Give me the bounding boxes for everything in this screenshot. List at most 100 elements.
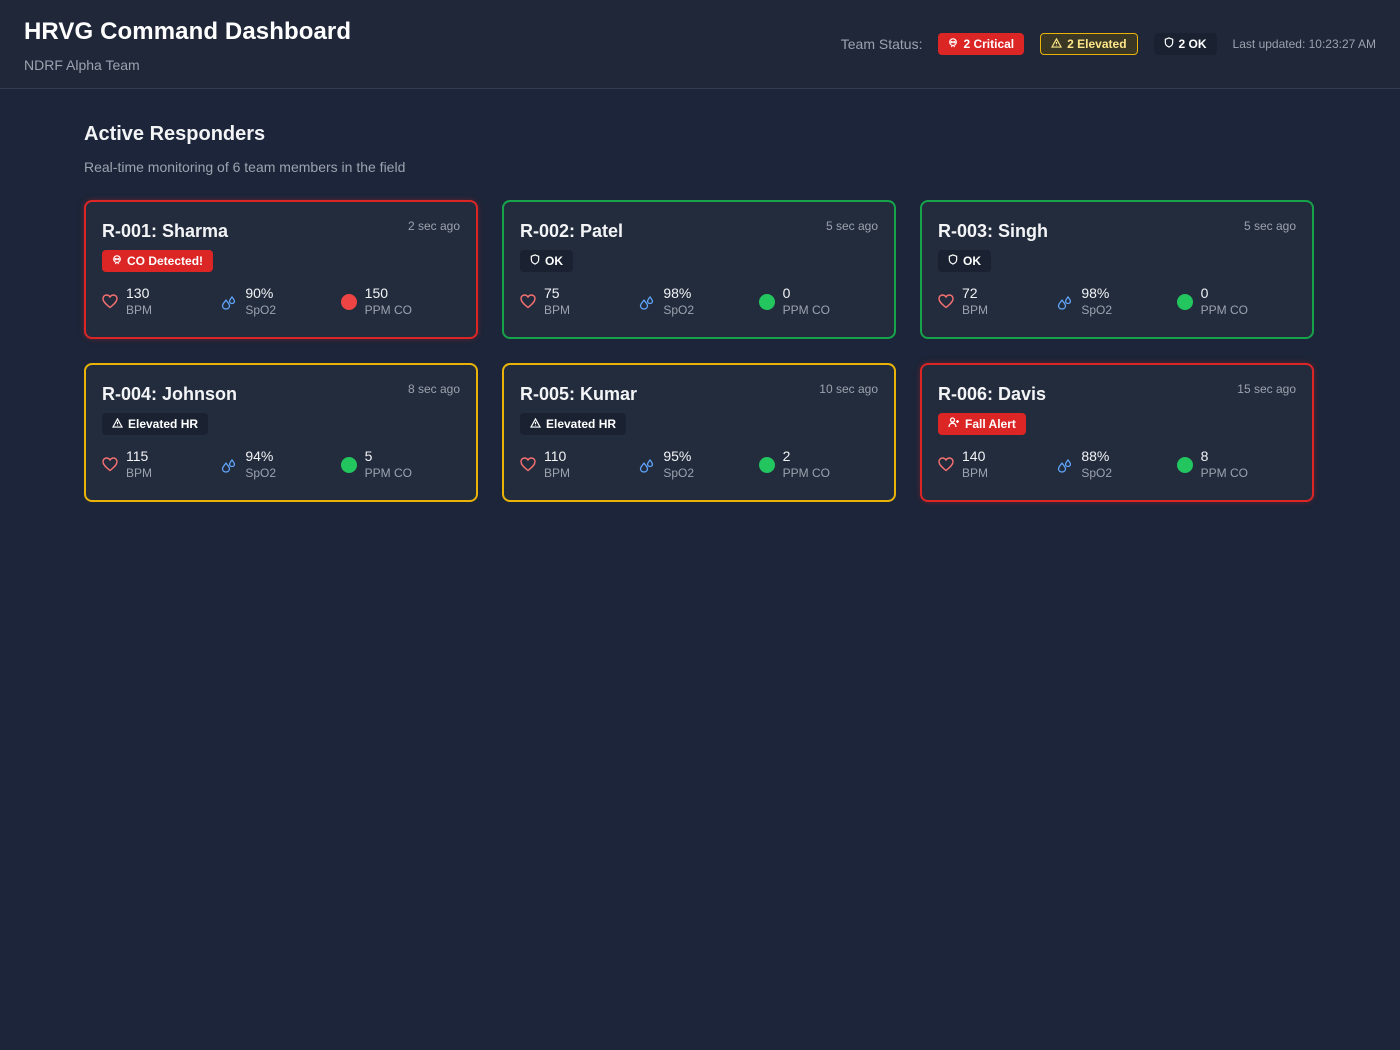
skull-icon xyxy=(948,37,958,51)
vitals-row: 140 BPM 88% SpO2 8 xyxy=(938,448,1296,481)
last-seen: 8 sec ago xyxy=(407,382,460,396)
co-level-dot xyxy=(340,293,365,310)
heart-icon xyxy=(938,457,962,472)
status-badge-label: OK xyxy=(963,254,981,268)
warning-icon xyxy=(529,417,542,431)
spo2-unit: SpO2 xyxy=(1081,466,1113,480)
spo2-unit: SpO2 xyxy=(245,303,277,317)
elevated-count-pill[interactable]: 2 Elevated xyxy=(1040,33,1138,55)
co-metric: 2 PPM CO xyxy=(758,448,878,481)
status-badge: OK xyxy=(938,250,991,272)
spo2-metric: 98% SpO2 xyxy=(1057,285,1176,318)
responder-card[interactable]: 8 sec ago R-004: Johnson Elevated HR 115… xyxy=(84,363,478,502)
title-block: HRVG Command Dashboard NDRF Alpha Team xyxy=(24,18,351,73)
spo2-unit: SpO2 xyxy=(245,466,277,480)
spo2-metric: 98% SpO2 xyxy=(639,285,758,318)
ok-count-pill[interactable]: 2 OK xyxy=(1153,33,1217,55)
last-seen: 2 sec ago xyxy=(407,219,460,233)
droplets-icon xyxy=(639,457,663,473)
droplets-icon xyxy=(1057,457,1081,473)
heart-rate-unit: BPM xyxy=(962,466,989,480)
critical-count-label: 2 Critical xyxy=(963,37,1015,51)
spo2-unit: SpO2 xyxy=(663,303,695,317)
heart-rate-metric: 72 BPM xyxy=(938,285,1057,318)
co-value: 150 xyxy=(364,285,389,301)
co-unit: PPM CO xyxy=(364,466,412,480)
responder-card[interactable]: 15 sec ago R-006: Davis Fall Alert 140 B… xyxy=(920,363,1314,502)
co-metric: 0 PPM CO xyxy=(758,285,878,318)
heart-rate-value: 72 xyxy=(962,285,978,301)
vitals-row: 72 BPM 98% SpO2 0 xyxy=(938,285,1296,318)
spo2-metric: 88% SpO2 xyxy=(1057,448,1176,481)
droplets-icon xyxy=(639,294,663,310)
shield-icon xyxy=(1164,37,1174,51)
droplets-icon xyxy=(221,457,245,473)
co-unit: PPM CO xyxy=(364,303,412,317)
responder-card[interactable]: 5 sec ago R-003: Singh OK 72 BPM xyxy=(920,200,1314,339)
spo2-value: 95% xyxy=(663,448,692,464)
heart-rate-value: 140 xyxy=(962,448,986,464)
co-value: 8 xyxy=(1200,448,1209,464)
responder-name: R-003: Singh xyxy=(938,221,1049,241)
shield-icon xyxy=(948,254,958,268)
last-seen: 10 sec ago xyxy=(819,382,878,396)
co-value: 0 xyxy=(782,285,791,301)
section-subtitle: Real-time monitoring of 6 team members i… xyxy=(84,159,406,175)
co-level-dot xyxy=(1176,456,1201,473)
app-title: HRVG Command Dashboard xyxy=(24,18,352,45)
responder-name: R-002: Patel xyxy=(520,221,624,241)
responder-card[interactable]: 10 sec ago R-005: Kumar Elevated HR 110 … xyxy=(502,363,896,502)
responder-grid: 2 sec ago R-001: Sharma CO Detected! 130… xyxy=(84,200,1316,502)
warning-icon xyxy=(1051,37,1063,51)
heart-rate-unit: BPM xyxy=(544,303,571,317)
droplets-icon xyxy=(221,294,245,310)
co-unit: PPM CO xyxy=(1200,466,1248,480)
responder-card[interactable]: 2 sec ago R-001: Sharma CO Detected! 130… xyxy=(84,200,478,339)
droplets-icon xyxy=(1057,294,1081,310)
heart-icon xyxy=(102,294,126,309)
heart-rate-value: 115 xyxy=(126,448,149,464)
last-updated: Last updated: 10:23:27 AM xyxy=(1232,37,1376,51)
status-badge-label: Fall Alert xyxy=(965,417,1016,431)
co-level-dot xyxy=(758,456,783,473)
spo2-metric: 90% SpO2 xyxy=(221,285,340,318)
co-unit: PPM CO xyxy=(782,466,830,480)
last-seen: 5 sec ago xyxy=(825,219,878,233)
co-value: 2 xyxy=(782,448,791,464)
co-metric: 150 PPM CO xyxy=(340,285,460,318)
co-unit: PPM CO xyxy=(1200,303,1248,317)
spo2-metric: 95% SpO2 xyxy=(639,448,758,481)
responder-name: R-004: Johnson xyxy=(102,384,238,404)
top-bar: HRVG Command Dashboard NDRF Alpha Team T… xyxy=(0,0,1400,89)
vitals-row: 130 BPM 90% SpO2 150 xyxy=(102,285,460,318)
status-badge: Elevated HR xyxy=(102,413,209,435)
heart-rate-unit: BPM xyxy=(544,466,571,480)
spo2-value: 88% xyxy=(1081,448,1110,464)
main-content: Active Responders Real-time monitoring o… xyxy=(0,89,1400,502)
heart-rate-metric: 115 BPM xyxy=(102,448,221,481)
co-metric: 8 PPM CO xyxy=(1176,448,1296,481)
ok-count-label: 2 OK xyxy=(1178,37,1207,51)
warning-icon xyxy=(111,417,124,431)
heart-rate-value: 130 xyxy=(126,285,150,301)
co-value: 0 xyxy=(1200,285,1209,301)
spo2-unit: SpO2 xyxy=(663,466,695,480)
critical-count-pill[interactable]: 2 Critical xyxy=(938,33,1025,55)
spo2-unit: SpO2 xyxy=(1081,303,1113,317)
responder-name: R-006: Davis xyxy=(938,384,1047,404)
spo2-value: 98% xyxy=(663,285,692,301)
status-badge-label: Elevated HR xyxy=(546,417,617,431)
spo2-value: 90% xyxy=(245,285,274,301)
heart-rate-unit: BPM xyxy=(126,466,153,480)
responder-card[interactable]: 5 sec ago R-002: Patel OK 75 BPM xyxy=(502,200,896,339)
heart-icon xyxy=(938,294,962,309)
heart-rate-metric: 75 BPM xyxy=(520,285,639,318)
co-metric: 0 PPM CO xyxy=(1176,285,1296,318)
co-level-dot xyxy=(758,293,783,310)
status-badge-label: OK xyxy=(545,254,563,268)
status-badge: Fall Alert xyxy=(938,413,1026,435)
spo2-value: 98% xyxy=(1081,285,1110,301)
co-value: 5 xyxy=(364,448,373,464)
responder-name: R-001: Sharma xyxy=(102,221,229,241)
spo2-value: 94% xyxy=(245,448,274,464)
